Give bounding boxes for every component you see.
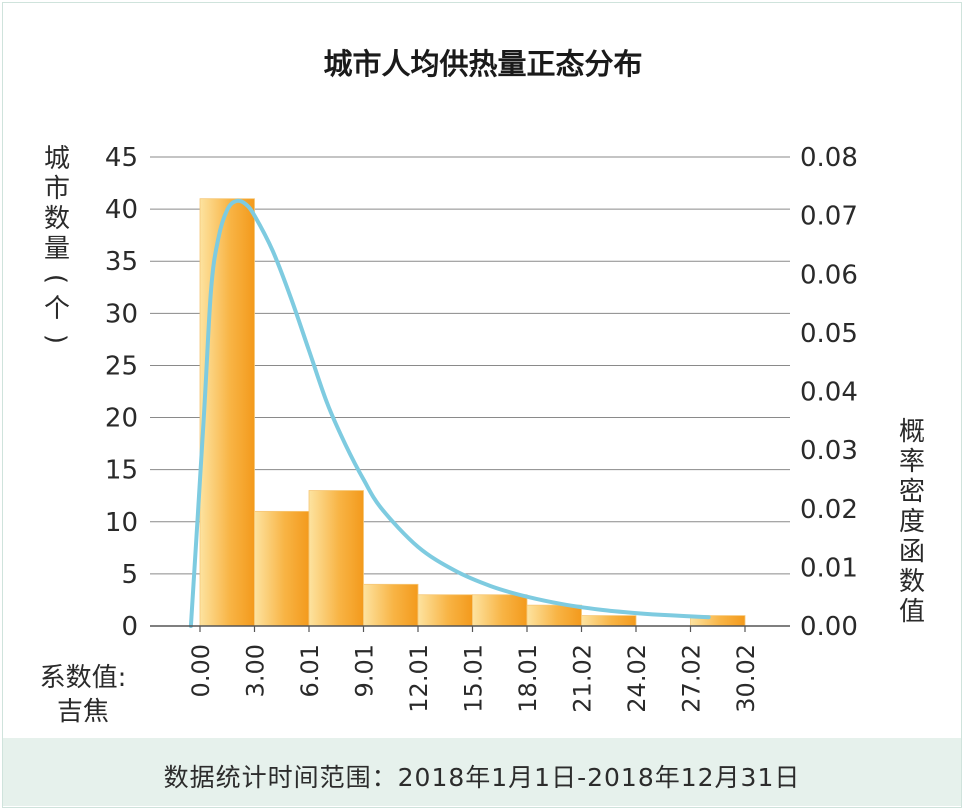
x-tick-label: 6.01: [296, 644, 324, 697]
y2-tick-label: 0.01: [800, 553, 858, 583]
histogram-bar: [254, 510, 310, 627]
svg-text:值: 值: [899, 597, 925, 627]
y-tick-label: 0: [121, 612, 138, 642]
y2-tick-label: 0.00: [800, 612, 858, 642]
histogram-bar: [581, 615, 637, 627]
y-tick-label: 35: [105, 247, 138, 277]
y-tick-label: 25: [105, 351, 138, 381]
y-tick-label: 20: [105, 404, 138, 434]
y-tick-label: 30: [105, 299, 138, 329]
x-tick-label: 18.01: [514, 644, 542, 713]
svg-text:): ): [41, 334, 71, 344]
histogram-bar: [526, 604, 582, 627]
y-tick-label: 45: [105, 143, 138, 173]
x-tick-label: 21.02: [569, 644, 597, 713]
chart-title: 城市人均供热量正态分布: [323, 47, 642, 81]
svg-text:率: 率: [899, 447, 925, 477]
x-tick-label: 0.00: [187, 644, 215, 697]
y2-tick-label: 0.08: [800, 143, 858, 173]
svg-text:度: 度: [899, 507, 925, 537]
svg-text:密: 密: [899, 477, 925, 507]
svg-text:函: 函: [899, 537, 925, 567]
y2-tick-label: 0.06: [800, 260, 858, 290]
x-tick-label: 12.01: [405, 644, 433, 713]
svg-text:数: 数: [44, 204, 70, 234]
y2-tick-label: 0.02: [800, 495, 858, 525]
x-tick-label: 3.00: [242, 644, 270, 697]
footer-date-range: 数据统计时间范围：2018年1月1日-2018年12月31日: [163, 763, 801, 792]
y-tick-label: 40: [105, 195, 138, 225]
svg-text:量: 量: [44, 234, 70, 264]
svg-text:数: 数: [899, 567, 925, 597]
histogram-bar: [199, 198, 255, 627]
histogram-bar: [308, 490, 364, 627]
histogram-bar: [472, 594, 528, 627]
svg-text:概: 概: [899, 417, 925, 447]
y2-tick-label: 0.05: [800, 319, 858, 349]
x-axis-label-line2: 吉焦: [57, 697, 109, 727]
histogram-bar: [417, 594, 473, 627]
pdf-curve-line: [188, 198, 711, 628]
y2-tick-label: 0.04: [800, 378, 858, 408]
x-tick-label: 30.02: [732, 644, 760, 713]
svg-text:市: 市: [44, 174, 70, 204]
histogram-bar: [363, 583, 419, 627]
svg-text:个: 个: [44, 294, 70, 324]
x-tick-label: 15.01: [460, 644, 488, 713]
y-tick-label: 10: [105, 508, 138, 538]
footer-bar: 数据统计时间范围：2018年1月1日-2018年12月31日: [3, 738, 961, 806]
svg-text:(: (: [41, 274, 71, 284]
svg-text:城: 城: [44, 144, 70, 174]
chart-canvas: 城市人均供热量正态分布 45 40 35 30 25 20 15 10 5 0 0.08 0.07 0.…: [40, 47, 925, 727]
x-tick-label: 9.01: [351, 644, 379, 697]
y2-tick-label: 0.07: [800, 202, 858, 232]
y-tick-label: 5: [121, 560, 138, 590]
x-tick-label: 24.02: [623, 644, 651, 713]
y2-tick-label: 0.03: [800, 436, 858, 466]
y-tick-label: 15: [105, 456, 138, 486]
x-tick-label: 27.02: [678, 644, 706, 713]
x-axis-label-line1: 系数值:: [40, 663, 127, 693]
